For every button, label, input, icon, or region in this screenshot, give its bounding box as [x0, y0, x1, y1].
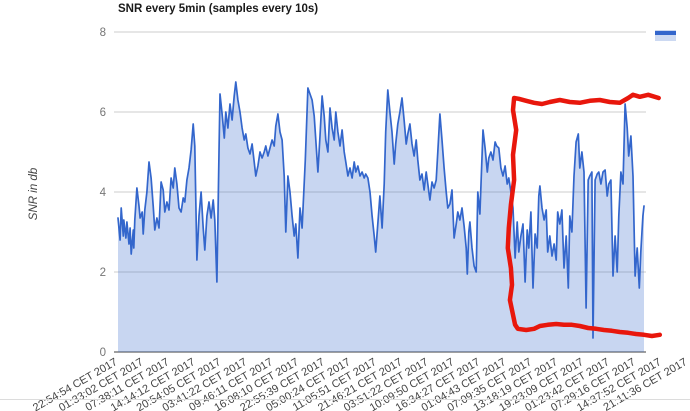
chart-title: SNR every 5min (samples every 10s)	[118, 3, 319, 15]
page-divider	[0, 399, 690, 400]
red-annotation	[505, 92, 663, 339]
svg-text:8: 8	[100, 27, 106, 39]
svg-text:4: 4	[100, 187, 107, 199]
legend-series-line	[655, 31, 676, 35]
gridlines	[114, 31, 646, 353]
area-series	[117, 81, 645, 352]
y-axis-labels: 0 2 4 6 8	[100, 27, 107, 359]
svg-text:0: 0	[100, 347, 106, 359]
svg-text:6: 6	[100, 107, 106, 119]
svg-text:2: 2	[100, 267, 106, 279]
svg-text:SNR in db: SNR in db	[28, 167, 40, 220]
y-axis-title: SNR in db	[28, 167, 40, 220]
legend-swatch	[655, 30, 676, 41]
